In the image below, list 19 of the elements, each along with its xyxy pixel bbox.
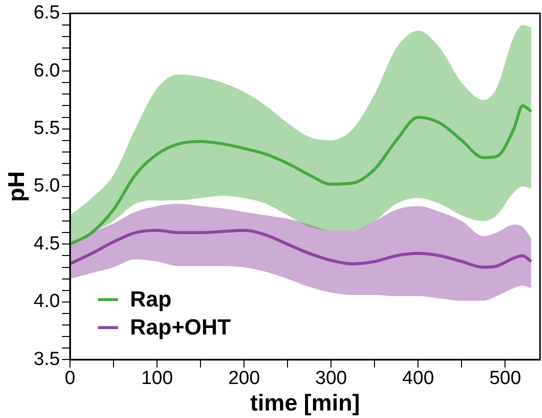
y-tick-label: 6.0 — [34, 60, 60, 82]
y-tick-label: 5.5 — [34, 118, 60, 140]
x-tick-label: 100 — [141, 368, 173, 390]
x-tick-label: 400 — [402, 368, 434, 390]
x-tick-label: 300 — [315, 368, 347, 390]
line-series — [70, 104, 533, 246]
y-tick-label: 3.5 — [34, 348, 60, 370]
line-series — [70, 228, 533, 269]
x-tick-label: 0 — [64, 368, 76, 390]
legend-label: Rap+OHT — [130, 314, 232, 340]
y-tick-label: 6.5 — [34, 2, 60, 24]
y-tick-label: 4.5 — [34, 233, 60, 254]
y-tick-label: 5.0 — [34, 176, 60, 197]
x-tick-label: 200 — [228, 368, 260, 390]
y-tick-label: 4.0 — [34, 291, 60, 312]
x-tick-label: 500 — [489, 368, 522, 390]
legend-label: Rap — [130, 286, 172, 312]
y-axis-title: pH — [3, 171, 30, 202]
x-axis-title: time [min] — [250, 390, 360, 416]
